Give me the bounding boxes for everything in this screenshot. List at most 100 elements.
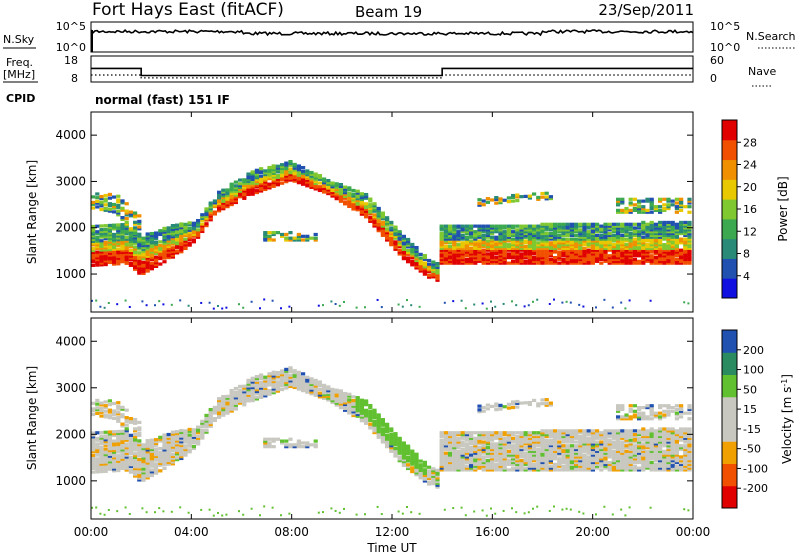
- power-cell: [149, 267, 154, 271]
- power-cell: [649, 250, 654, 254]
- velocity-cell: [473, 447, 478, 452]
- power-cell: [141, 260, 146, 264]
- power-cell: [364, 207, 369, 211]
- velocity-cell: [221, 400, 226, 404]
- power-cell: [561, 261, 566, 265]
- velocity-cell: [313, 439, 318, 443]
- power-cell: [624, 250, 629, 254]
- velocity-cell: [259, 377, 264, 381]
- velocity-cell: [410, 449, 415, 453]
- power-cell: [128, 212, 133, 216]
- velocity-cell: [145, 455, 150, 459]
- velocity-cell: [107, 445, 112, 449]
- velocity-cell: [515, 466, 520, 470]
- power-cell: [452, 254, 457, 258]
- velocity-cell: [624, 446, 629, 450]
- power-cell: [376, 229, 381, 233]
- power-cell: [611, 228, 616, 232]
- power-cell: [301, 173, 306, 177]
- velocity-cell: [137, 469, 142, 473]
- velocity-cell: [456, 449, 461, 453]
- velocity-cell: [133, 468, 138, 473]
- velocity-cell: [393, 452, 398, 456]
- velocity-cell: [561, 457, 566, 461]
- power-cell: [565, 256, 570, 260]
- power-cell: [305, 173, 310, 177]
- velocity-cell: [368, 416, 373, 421]
- velocity-cell: [515, 446, 520, 450]
- power-cell: [149, 254, 154, 258]
- velocity-cell: [448, 440, 453, 444]
- velocity-cell: [292, 382, 297, 386]
- velocity-cell: [99, 445, 104, 450]
- velocity-cell: [166, 434, 171, 438]
- power-cell: [603, 257, 608, 262]
- power-cell: [637, 244, 642, 249]
- power-cell: [95, 243, 100, 247]
- power-cell: [107, 236, 112, 241]
- velocity-cell: [624, 431, 629, 435]
- power-cell: [628, 261, 633, 265]
- velocity-cell: [595, 451, 600, 455]
- velocity-cell: [532, 457, 537, 461]
- velocity-cell: [124, 446, 129, 450]
- power-cell: [557, 226, 562, 230]
- power-cell: [124, 222, 129, 226]
- velocity-cell: [582, 453, 587, 457]
- power-cell: [523, 246, 528, 250]
- power-cell: [498, 237, 503, 241]
- power-cell: [557, 239, 562, 243]
- velocity-cell: [653, 444, 658, 448]
- velocity-cell: [628, 453, 633, 457]
- velocity-cell: [263, 441, 268, 445]
- power-cell: [242, 178, 247, 182]
- velocity-cell: [254, 382, 259, 386]
- velocity-cell: [267, 445, 272, 449]
- velocity-cell: [112, 446, 117, 451]
- power-cell: [443, 257, 448, 262]
- velocity-cell: [443, 434, 448, 439]
- power-cell: [599, 226, 604, 230]
- power-cell: [351, 196, 356, 200]
- power-cell: [653, 241, 658, 245]
- velocity-cell: [485, 451, 490, 455]
- velocity-cell: [515, 460, 520, 465]
- power-cell: [120, 252, 125, 256]
- velocity-cell: [166, 453, 171, 457]
- power-cell: [620, 261, 625, 265]
- velocity-cell: [149, 470, 154, 474]
- power-cell: [523, 305, 526, 308]
- power-cell: [347, 193, 352, 197]
- power-cell: [511, 261, 516, 265]
- power-cell: [553, 235, 558, 239]
- power-cell: [469, 228, 474, 232]
- velocity-cell: [124, 417, 129, 422]
- power-cell: [435, 267, 440, 271]
- power-cell: [427, 258, 432, 263]
- velocity-cell: [616, 404, 621, 408]
- velocity-cell: [595, 464, 600, 468]
- power-cell: [611, 246, 616, 250]
- power-cell: [149, 241, 154, 245]
- power-cell: [317, 188, 322, 193]
- power-cell: [666, 222, 671, 226]
- power-cell: [490, 300, 492, 303]
- velocity-cell: [616, 457, 621, 461]
- velocity-cell: [296, 374, 301, 378]
- power-cell: [162, 260, 167, 264]
- velocity-cell: [439, 438, 444, 442]
- power-cell: [95, 192, 100, 196]
- power-cell: [494, 228, 499, 232]
- power-cell: [599, 243, 604, 247]
- power-cell: [481, 230, 486, 234]
- power-cell: [154, 240, 159, 244]
- power-cell: [481, 254, 486, 258]
- power-cell: [515, 304, 518, 307]
- power-cell: [452, 235, 457, 239]
- power-cell: [502, 233, 507, 237]
- power-cell: [527, 194, 532, 198]
- power-cell: [477, 198, 482, 202]
- velocity-cell: [485, 514, 488, 517]
- velocity-cell: [99, 403, 104, 407]
- power-cell: [599, 254, 604, 258]
